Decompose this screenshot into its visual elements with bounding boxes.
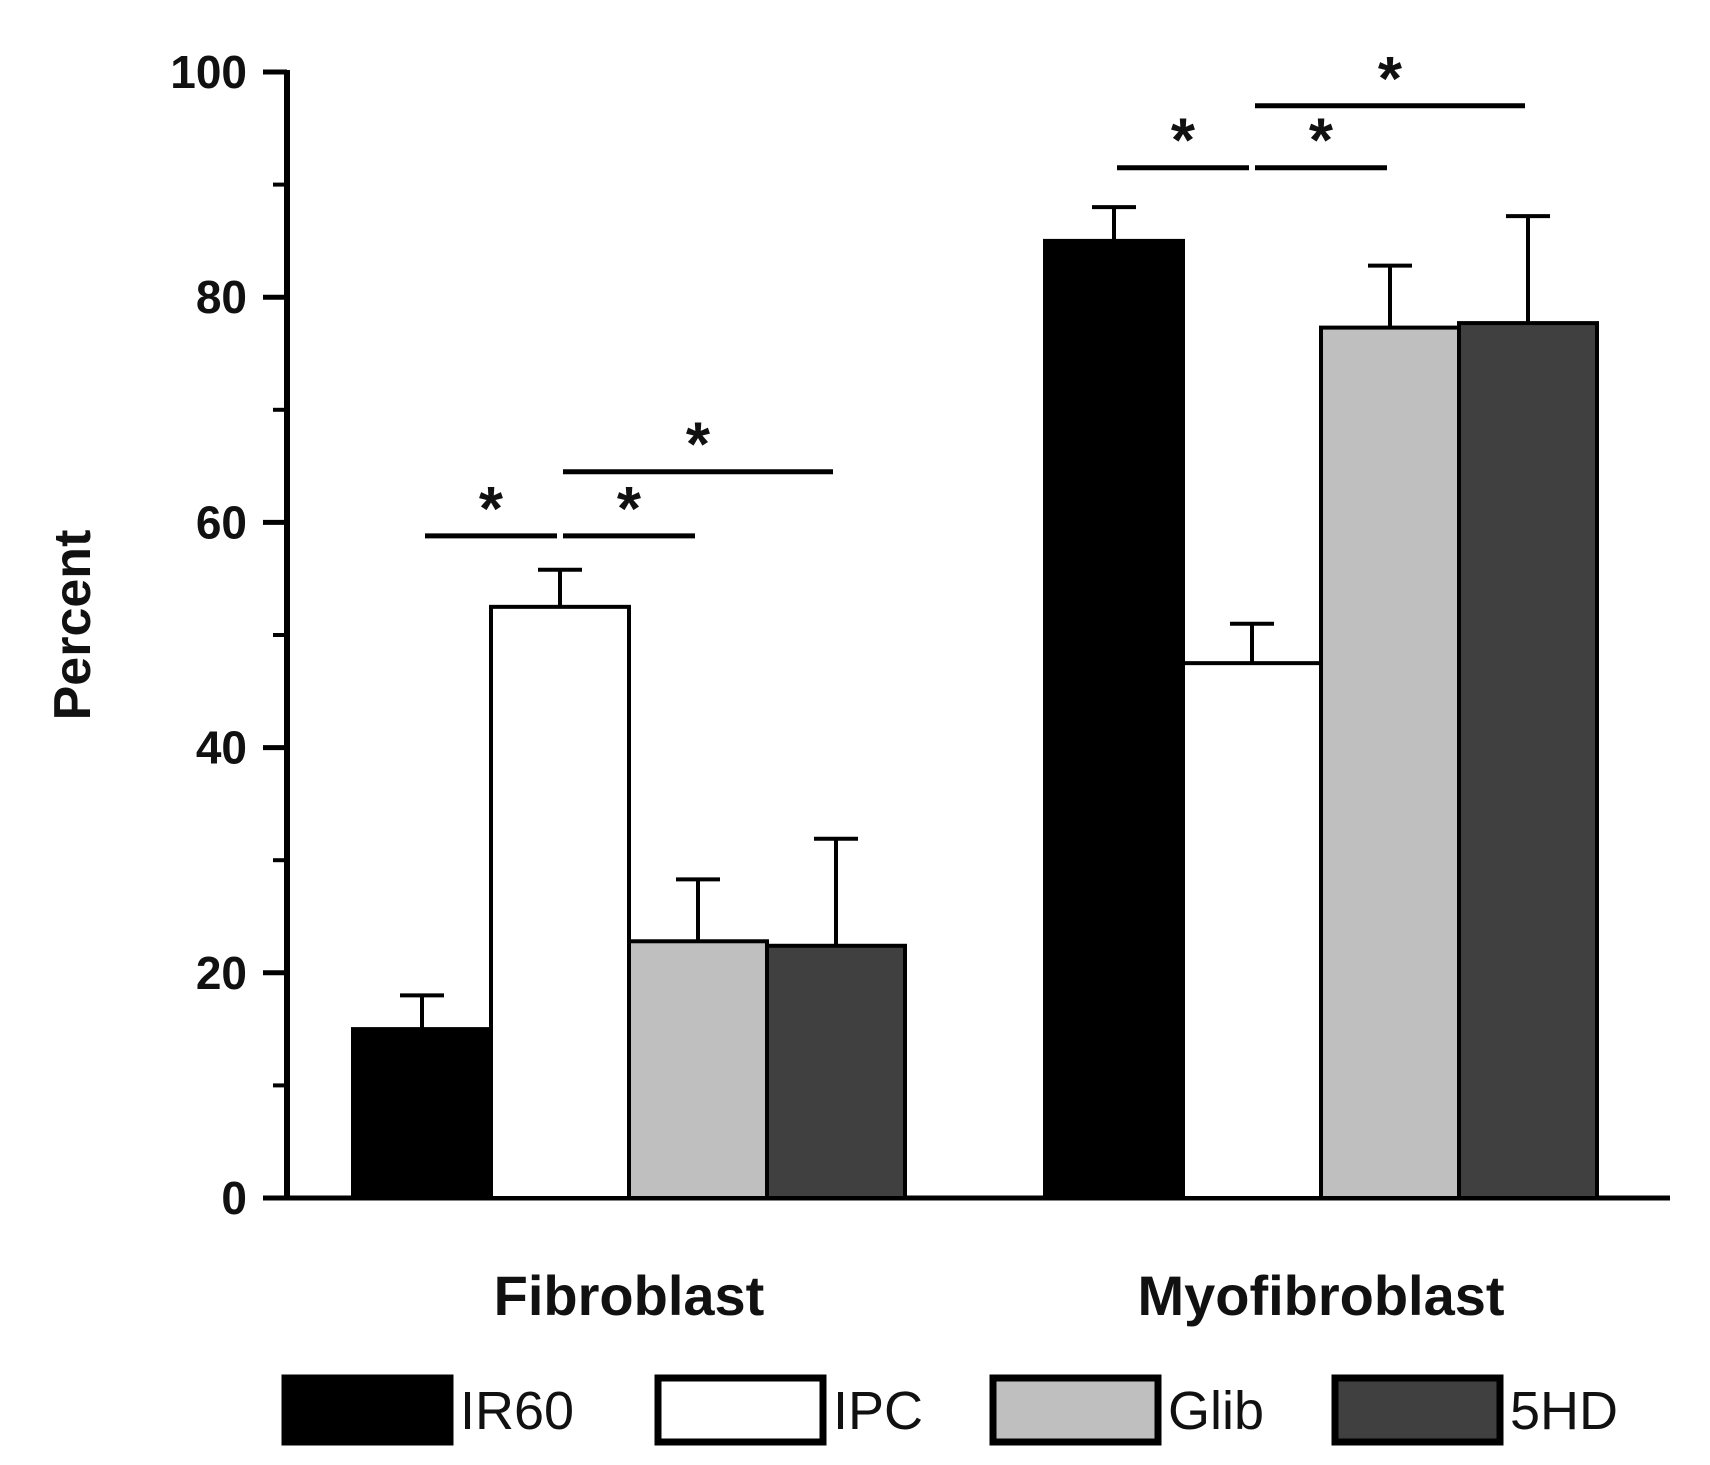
bar-5hd-fibroblast <box>765 943 907 1200</box>
significance-star: * <box>1309 107 1334 176</box>
legend-label-ir60: IR60 <box>460 1381 574 1441</box>
bar-ipc-myofibroblast <box>1181 661 1323 1200</box>
y-tick-label: 0 <box>221 1172 247 1224</box>
axes-layer: 0 20 40 60 80 100 Fibroblast Myofibroblast <box>170 46 1670 1327</box>
significance-star: * <box>1171 107 1196 176</box>
significance-star: * <box>617 475 642 544</box>
legend-label-5hd: 5HD <box>1510 1381 1618 1441</box>
bar-glib-myofibroblast <box>1319 325 1461 1200</box>
y-tick-label: 80 <box>196 271 247 323</box>
legend-swatch-ir60 <box>281 1374 454 1446</box>
significance-star: * <box>686 411 711 480</box>
legend-label-glib: Glib <box>1168 1381 1264 1441</box>
y-tick-label: 100 <box>170 46 247 98</box>
y-axis-label: Percent <box>44 530 102 721</box>
bar-ir60-myofibroblast <box>1043 238 1185 1200</box>
bars-layer <box>351 205 1599 1200</box>
legend: IR60 IPC Glib 5HD <box>281 1374 1618 1446</box>
legend-swatch-5hd <box>1331 1374 1504 1446</box>
x-category-label: Myofibroblast <box>1137 1264 1504 1327</box>
legend-swatch-ipc <box>654 1374 827 1446</box>
x-category-label: Fibroblast <box>494 1264 765 1327</box>
legend-swatch-glib <box>989 1374 1162 1446</box>
bar-ipc-fibroblast <box>489 604 631 1200</box>
significance-star: * <box>479 475 504 544</box>
bar-5hd-myofibroblast <box>1457 321 1599 1200</box>
significance-layer: * * * * * * <box>425 45 1525 544</box>
bar-ir60-fibroblast <box>351 1027 493 1200</box>
y-tick-label: 20 <box>196 947 247 999</box>
y-tick-label: 40 <box>196 722 247 774</box>
y-tick-label: 60 <box>196 496 247 548</box>
legend-label-ipc: IPC <box>833 1381 923 1441</box>
significance-star: * <box>1378 45 1403 114</box>
bar-glib-fibroblast <box>627 939 769 1200</box>
